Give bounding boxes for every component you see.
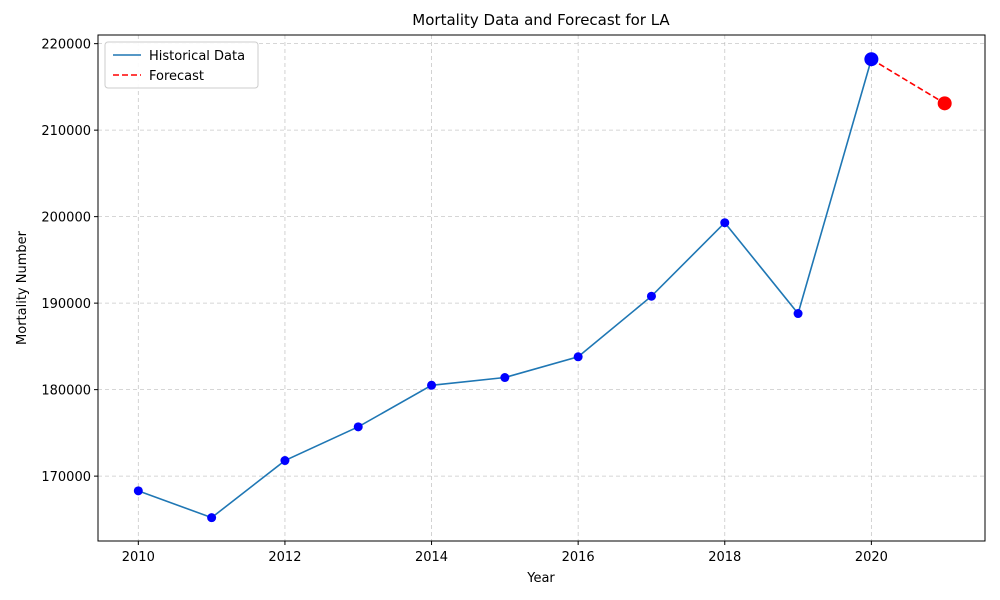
data-point xyxy=(353,422,363,432)
legend-box xyxy=(104,41,259,89)
markers-layer xyxy=(133,52,952,523)
y-tick-label: 220000 xyxy=(41,38,91,53)
highlight-point xyxy=(937,96,952,111)
data-point xyxy=(133,486,143,496)
x-tick-label: 2010 xyxy=(122,550,155,565)
y-tick-label: 210000 xyxy=(41,124,91,139)
x-axis-ticks: 2010 2012 2014 2016 2018 2020 xyxy=(122,541,888,565)
series-layer xyxy=(138,58,946,519)
x-tick-label: 2014 xyxy=(415,550,448,565)
legend-label-forecast: Forecast xyxy=(149,69,204,84)
x-tick-label: 2012 xyxy=(268,550,301,565)
data-point xyxy=(500,373,510,383)
series-line-0 xyxy=(138,58,873,519)
legend: Historical Data Forecast xyxy=(104,41,259,89)
series-line-1 xyxy=(870,58,946,105)
data-point xyxy=(207,513,217,523)
y-tick-label: 200000 xyxy=(41,211,91,226)
x-tick-label: 2018 xyxy=(708,550,741,565)
y-axis-label: Mortality Number xyxy=(15,230,30,345)
highlight-point xyxy=(864,52,879,67)
x-tick-label: 2016 xyxy=(562,550,595,565)
x-tick-label: 2020 xyxy=(855,550,888,565)
plot-frame xyxy=(97,34,986,542)
data-point xyxy=(573,352,583,362)
legend-label-historical: Historical Data xyxy=(149,49,245,64)
chart-title: Mortality Data and Forecast for LA xyxy=(412,11,670,29)
data-point xyxy=(720,218,730,228)
data-point xyxy=(793,309,803,319)
y-tick-label: 180000 xyxy=(41,384,91,399)
y-tick-label: 170000 xyxy=(41,470,91,485)
data-point xyxy=(280,456,290,466)
y-axis-ticks: 170000 180000 190000 200000 210000 220000 xyxy=(41,38,98,485)
grid-lines xyxy=(98,35,985,541)
data-point xyxy=(646,291,656,301)
x-axis-label: Year xyxy=(526,571,555,586)
y-tick-label: 190000 xyxy=(41,297,91,312)
data-point xyxy=(427,380,437,390)
